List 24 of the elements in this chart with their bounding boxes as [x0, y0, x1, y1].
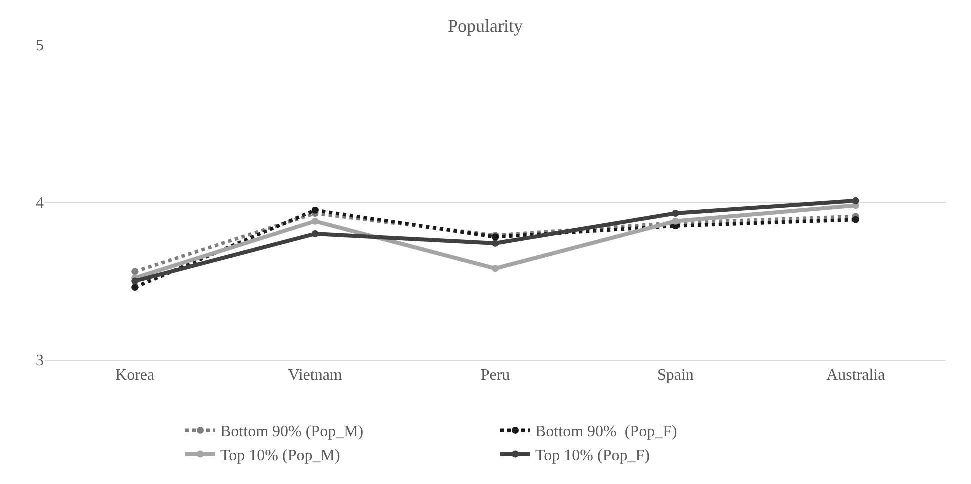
y-tick-label: 4: [36, 195, 44, 212]
point: [132, 278, 139, 285]
x-tick-label: Vietnam: [288, 367, 343, 384]
point: [672, 210, 680, 218]
point: [852, 216, 860, 224]
legend-label: Bottom 90% (Pop_F): [536, 424, 678, 441]
x-tick-label: Peru: [480, 367, 510, 384]
x-tick-label: Spain: [657, 367, 694, 384]
point: [312, 218, 319, 225]
point: [132, 268, 139, 276]
point: [312, 206, 319, 214]
legend-label: Bottom 90% (Pop_M): [220, 424, 364, 441]
legend-label: Top 10% (Pop_F): [536, 447, 650, 464]
chart-title: Popularity: [448, 16, 523, 36]
point: [492, 240, 499, 247]
y-tick-label: 3: [36, 352, 44, 370]
legend-label: Top 10% (Pop_M): [220, 447, 340, 464]
point: [852, 197, 860, 204]
x-tick-label: Australia: [826, 367, 886, 384]
point: [492, 265, 499, 272]
y-tick-label: 5: [36, 38, 44, 55]
point: [132, 284, 139, 292]
x-tick-label: Korea: [116, 367, 155, 384]
point: [312, 230, 319, 238]
